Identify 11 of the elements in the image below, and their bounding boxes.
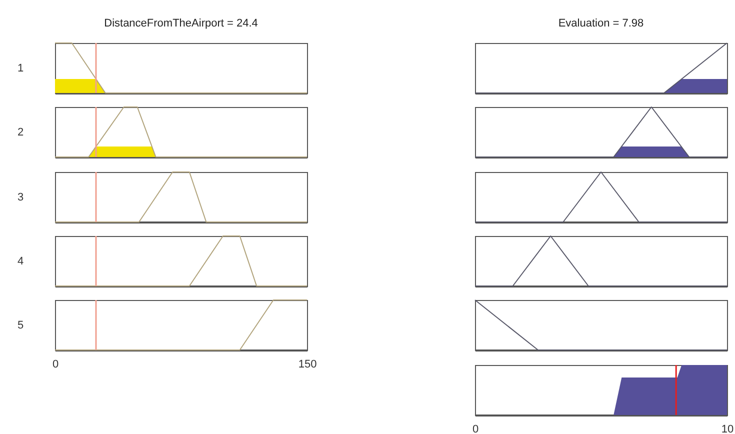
- x-tick-label: 0: [472, 423, 479, 434]
- x-tick-label: 10: [721, 423, 734, 434]
- y-axis-title: 1: [17, 62, 24, 74]
- x-tick-label: 0: [52, 358, 59, 371]
- chart-title: Evaluation = 7.98: [558, 18, 644, 30]
- y-axis-title: 3: [17, 191, 24, 204]
- y-axis-title: 5: [17, 320, 24, 332]
- y-axis-title: 4: [17, 255, 24, 268]
- x-tick-label: 150: [298, 358, 317, 371]
- chart-title: DistanceFromTheAirport = 24.4: [104, 17, 258, 30]
- y-axis-title: 2: [17, 126, 24, 139]
